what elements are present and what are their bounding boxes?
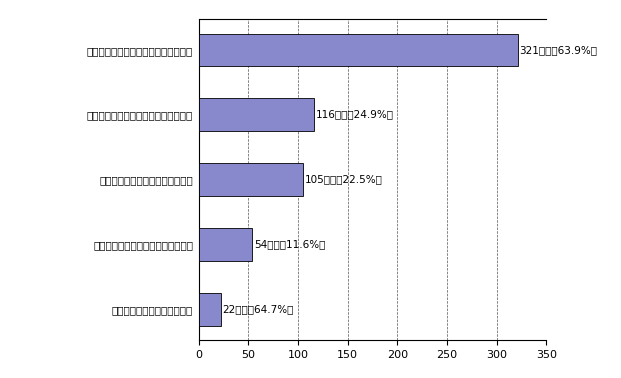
Text: 321大学（63.9%）: 321大学（63.9%） (520, 45, 597, 55)
Text: 54大学（11.6%）: 54大学（11.6%） (255, 239, 326, 249)
Bar (199, 228, 252, 261)
Text: 22大学（64.7%）: 22大学（64.7%） (222, 304, 294, 314)
Text: 105大学（22.5%）: 105大学（22.5%） (305, 175, 383, 184)
Bar (199, 34, 518, 66)
Bar (199, 163, 303, 196)
Bar (199, 293, 220, 325)
Bar (199, 98, 314, 131)
Text: 116大学（24.9%）: 116大学（24.9%） (316, 110, 394, 120)
